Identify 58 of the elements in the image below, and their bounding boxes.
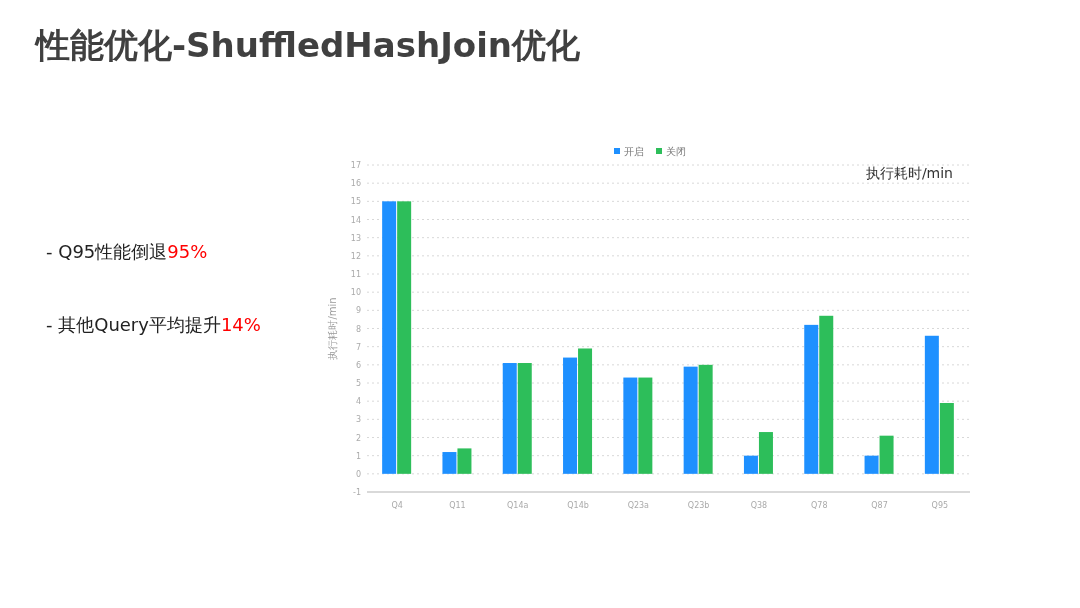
bar (804, 324, 819, 474)
legend-label: 关闭 (666, 146, 686, 157)
x-tick-label: Q11 (449, 501, 466, 510)
x-tick-label: Q78 (811, 501, 828, 510)
y-tick-label: 16 (350, 179, 361, 189)
y-tick-label: -1 (353, 488, 361, 497)
bar (939, 402, 954, 474)
y-tick-label: 11 (350, 270, 361, 279)
bar (698, 364, 713, 474)
y-tick-label: 15 (350, 197, 361, 207)
y-tick-label: 3 (355, 415, 361, 425)
bar (502, 363, 517, 474)
text: - 其他Query平均提升 (46, 314, 221, 335)
bar (819, 315, 834, 474)
x-tick-label: Q38 (750, 501, 768, 510)
y-tick-label: 2 (355, 433, 361, 443)
text: 95% (167, 241, 208, 262)
legend-label: 开启 (624, 146, 644, 157)
x-tick-label: Q4 (391, 501, 403, 510)
bar (924, 335, 939, 474)
bar (879, 435, 894, 474)
y-tick-label: 9 (355, 306, 361, 316)
bar (457, 448, 472, 474)
y-tick-label: 5 (355, 379, 361, 388)
y-tick-label: 12 (350, 251, 361, 261)
bar (743, 455, 758, 474)
y-tick-label: 4 (355, 397, 361, 407)
y-tick-label: 10 (350, 288, 361, 298)
bar (517, 363, 532, 474)
bar (638, 377, 653, 474)
bar (442, 452, 457, 474)
x-tick-label: Q23a (627, 501, 650, 510)
bar (397, 201, 412, 474)
y-tick-label: 8 (355, 324, 361, 334)
bar (578, 348, 593, 474)
x-tick-label: Q14b (567, 501, 589, 510)
x-tick-label: Q23b (687, 501, 710, 510)
bar (382, 201, 397, 474)
bar (683, 366, 698, 474)
x-tick-label: Q95 (931, 501, 949, 510)
x-tick-label: Q87 (871, 501, 888, 510)
y-tick-label: 13 (350, 233, 361, 243)
annotation: 执行耗时/min (865, 165, 953, 181)
bar (623, 377, 638, 474)
y-axis-title: 执行耗时/min (327, 297, 338, 360)
text: - Q95性能倒退 (46, 241, 168, 262)
y-tick-label: 6 (355, 360, 361, 370)
bar (758, 432, 773, 474)
x-tick-label: Q14a (507, 501, 529, 510)
y-tick-label: 7 (355, 342, 361, 352)
y-tick-label: 14 (350, 215, 361, 225)
bar (864, 455, 879, 474)
chart-title: 性能优化-ShuffledHashJoin优化 (34, 25, 582, 65)
text: 14% (220, 314, 261, 335)
y-tick-label: 0 (355, 469, 361, 479)
bar (563, 357, 578, 474)
y-tick-label: 17 (350, 161, 361, 170)
y-tick-label: 1 (355, 451, 361, 461)
